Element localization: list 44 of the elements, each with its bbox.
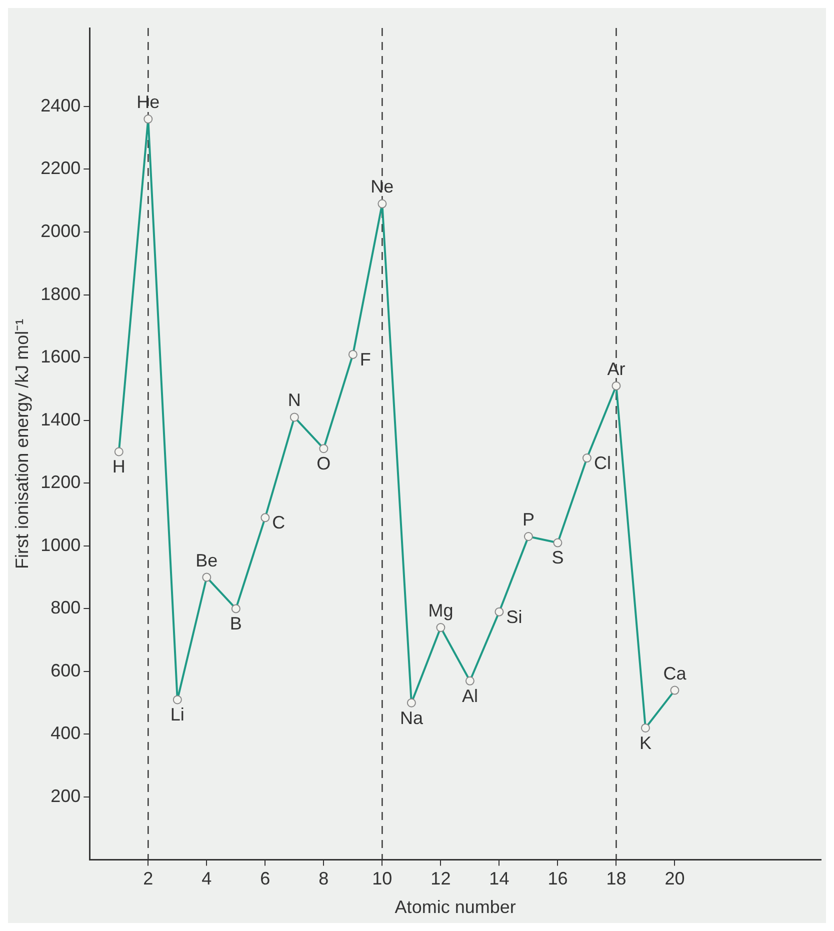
y-tick-label: 1400 [40,409,81,430]
annotation: O [316,454,331,474]
annotation: Be [196,550,218,570]
y-axis-title: First ionisation energy /kJ mol⁻¹ [12,318,32,569]
annotation: Li [170,704,184,725]
annotation: Cl [594,452,611,473]
annotation: Ar [607,358,626,379]
annotation: C [272,512,286,533]
x-tick-label: 4 [202,868,212,889]
y-tick-label: 200 [50,786,81,806]
y-tick-label: 2400 [40,95,81,116]
y-tick-label: 400 [50,723,81,744]
annotation: F [360,349,371,370]
x-tick-label: 18 [606,868,626,889]
y-tick-label: 800 [50,598,81,618]
annotation: N [288,390,301,410]
y-tick-label: 1600 [40,346,81,367]
x-tick-label: 6 [260,868,270,889]
annotation: P [522,509,534,530]
annotation: He [136,92,160,112]
x-tick-label: 8 [318,868,329,889]
x-tick-label: 2 [143,868,154,889]
x-tick-label: 12 [430,868,451,889]
annotation: Na [400,708,424,728]
x-tick-label: 10 [372,868,392,889]
annotation: Mg [428,600,454,620]
annotation: B [230,614,242,634]
y-tick-label: 2200 [40,158,81,178]
y-tick-label: 1000 [40,534,81,555]
annotation: H [112,456,126,477]
annotation: Ne [370,176,394,197]
y-tick-label: 1200 [40,472,81,492]
y-tick-label: 600 [50,660,81,680]
annotation: Ca [663,663,688,684]
annotation: K [639,732,652,753]
y-tick-label: 1800 [40,284,81,304]
x-tick-label: 14 [489,868,510,889]
x-tick-label: 16 [548,868,568,889]
x-tick-label: 20 [664,868,685,889]
annotation: Al [462,686,478,706]
y-tick-label: 2000 [40,220,81,241]
annotation: S [552,548,564,568]
x-axis-title: Atomic number [394,897,516,918]
annotation: Si [506,606,522,627]
